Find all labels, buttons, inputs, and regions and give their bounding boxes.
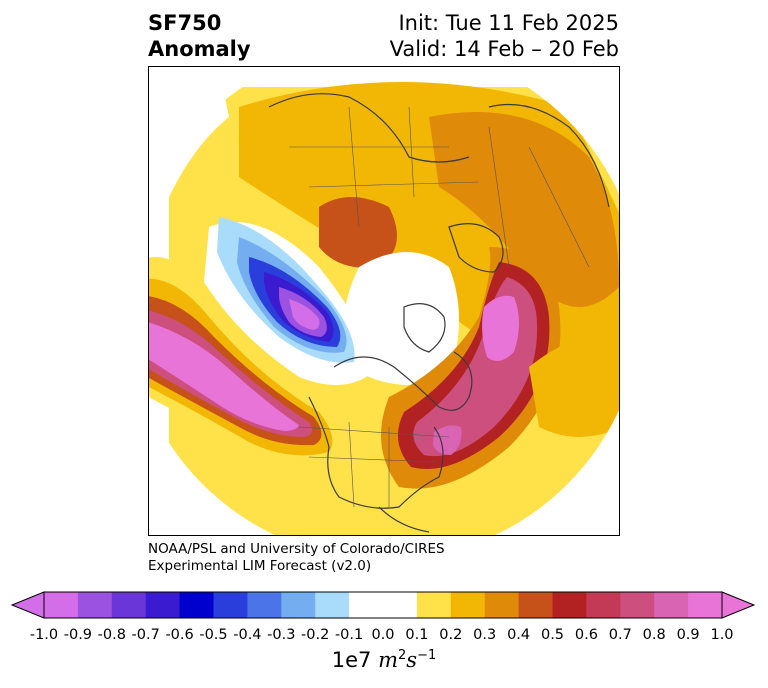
- colorbar-cell: [383, 592, 418, 618]
- colorbar-tick-label: 1.0: [710, 627, 734, 643]
- map-panel: [148, 66, 620, 536]
- shaded-anomaly: [149, 82, 619, 535]
- anomaly-map: [149, 67, 619, 535]
- colorbar-tick-label: -0.9: [63, 627, 93, 643]
- colorbar-tick-label: -0.6: [165, 627, 194, 643]
- colorbar-tick-label: -0.5: [199, 627, 228, 643]
- colorbar-arrow-left: [10, 591, 45, 619]
- colorbar-cell: [315, 592, 350, 618]
- colorbar-tick-label: -0.1: [334, 627, 364, 643]
- colorbar-unit: 1e7 m2s−1: [332, 648, 437, 672]
- colorbar-cell: [654, 592, 689, 618]
- colorbar-tick-label: 0.3: [473, 627, 497, 643]
- credit-text: NOAA/PSL and University of Colorado/CIRE…: [148, 541, 445, 575]
- colorbar-cell: [484, 592, 520, 618]
- colorbar-cell: [620, 592, 655, 618]
- credit-line-2: Experimental LIM Forecast (v2.0): [148, 558, 372, 574]
- colorbar-tick-label: 0.4: [507, 627, 531, 643]
- colorbar-cell: [77, 592, 113, 618]
- forecast-dates: Init: Tue 11 Feb 2025 Valid: 14 Feb – 20…: [390, 10, 619, 62]
- title-variable: SF750: [148, 11, 222, 35]
- colorbar-cell: [247, 592, 282, 618]
- colorbar-tick-label: 0.9: [676, 627, 700, 643]
- colorbar-arrow-right: [721, 591, 756, 619]
- unit-exp-1: 2: [398, 648, 407, 663]
- colorbar-tick-label: 0.1: [405, 627, 429, 643]
- colorbar-tick-label: -1.0: [29, 627, 59, 643]
- colorbar-tick-label: 0.6: [574, 627, 598, 643]
- colorbar-outline: [43, 591, 723, 619]
- political-boundaries: [289, 106, 590, 508]
- colorbar-cell: [145, 592, 181, 618]
- colorbar-tick-label: 0.5: [540, 627, 565, 643]
- colorbar-cell: [213, 592, 248, 618]
- unit-base: 1e7: [331, 648, 372, 672]
- colorbar-tick-label: -0.7: [131, 627, 160, 643]
- colorbar-cell: [111, 592, 147, 618]
- colorbar-tick-label: -0.4: [233, 627, 262, 643]
- unit-s: s: [406, 648, 418, 672]
- credit-line-1: NOAA/PSL and University of Colorado/CIRE…: [148, 541, 445, 557]
- colorbar-cell: [416, 592, 452, 618]
- valid-range: Valid: 14 Feb – 20 Feb: [389, 37, 619, 61]
- colorbar-cell: [688, 592, 723, 618]
- colorbar-tick-label: 0.2: [439, 627, 463, 643]
- colorbar-cell: [586, 592, 621, 618]
- colorbar-cell: [179, 592, 214, 618]
- colorbar-tick-label: -0.8: [97, 627, 126, 643]
- title-anomaly: Anomaly: [148, 37, 251, 61]
- colorbar-cell: [450, 592, 486, 618]
- colorbar-tick-label: -0.3: [267, 627, 296, 643]
- colorbar-cell: [552, 592, 587, 618]
- colorbar-tick-label: 0.7: [608, 627, 632, 643]
- colorbar-cell: [518, 592, 553, 618]
- figure-title: SF750 Anomaly: [148, 10, 251, 62]
- colorbar-cell: [281, 592, 316, 618]
- colorbar-tick-label: 0.0: [371, 627, 395, 643]
- colorbar-tick-label: -0.2: [301, 627, 330, 643]
- init-date: Init: Tue 11 Feb 2025: [398, 11, 619, 35]
- colorbar: [10, 591, 756, 619]
- colorbar-cell: [349, 592, 384, 618]
- colorbar-tick-label: 0.8: [642, 627, 666, 643]
- colorbar-cells: [44, 592, 723, 618]
- colorbar-cell: [44, 592, 79, 618]
- unit-exp-2: −1: [417, 648, 437, 663]
- unit-m: m: [378, 648, 399, 672]
- coastlines: [268, 93, 610, 533]
